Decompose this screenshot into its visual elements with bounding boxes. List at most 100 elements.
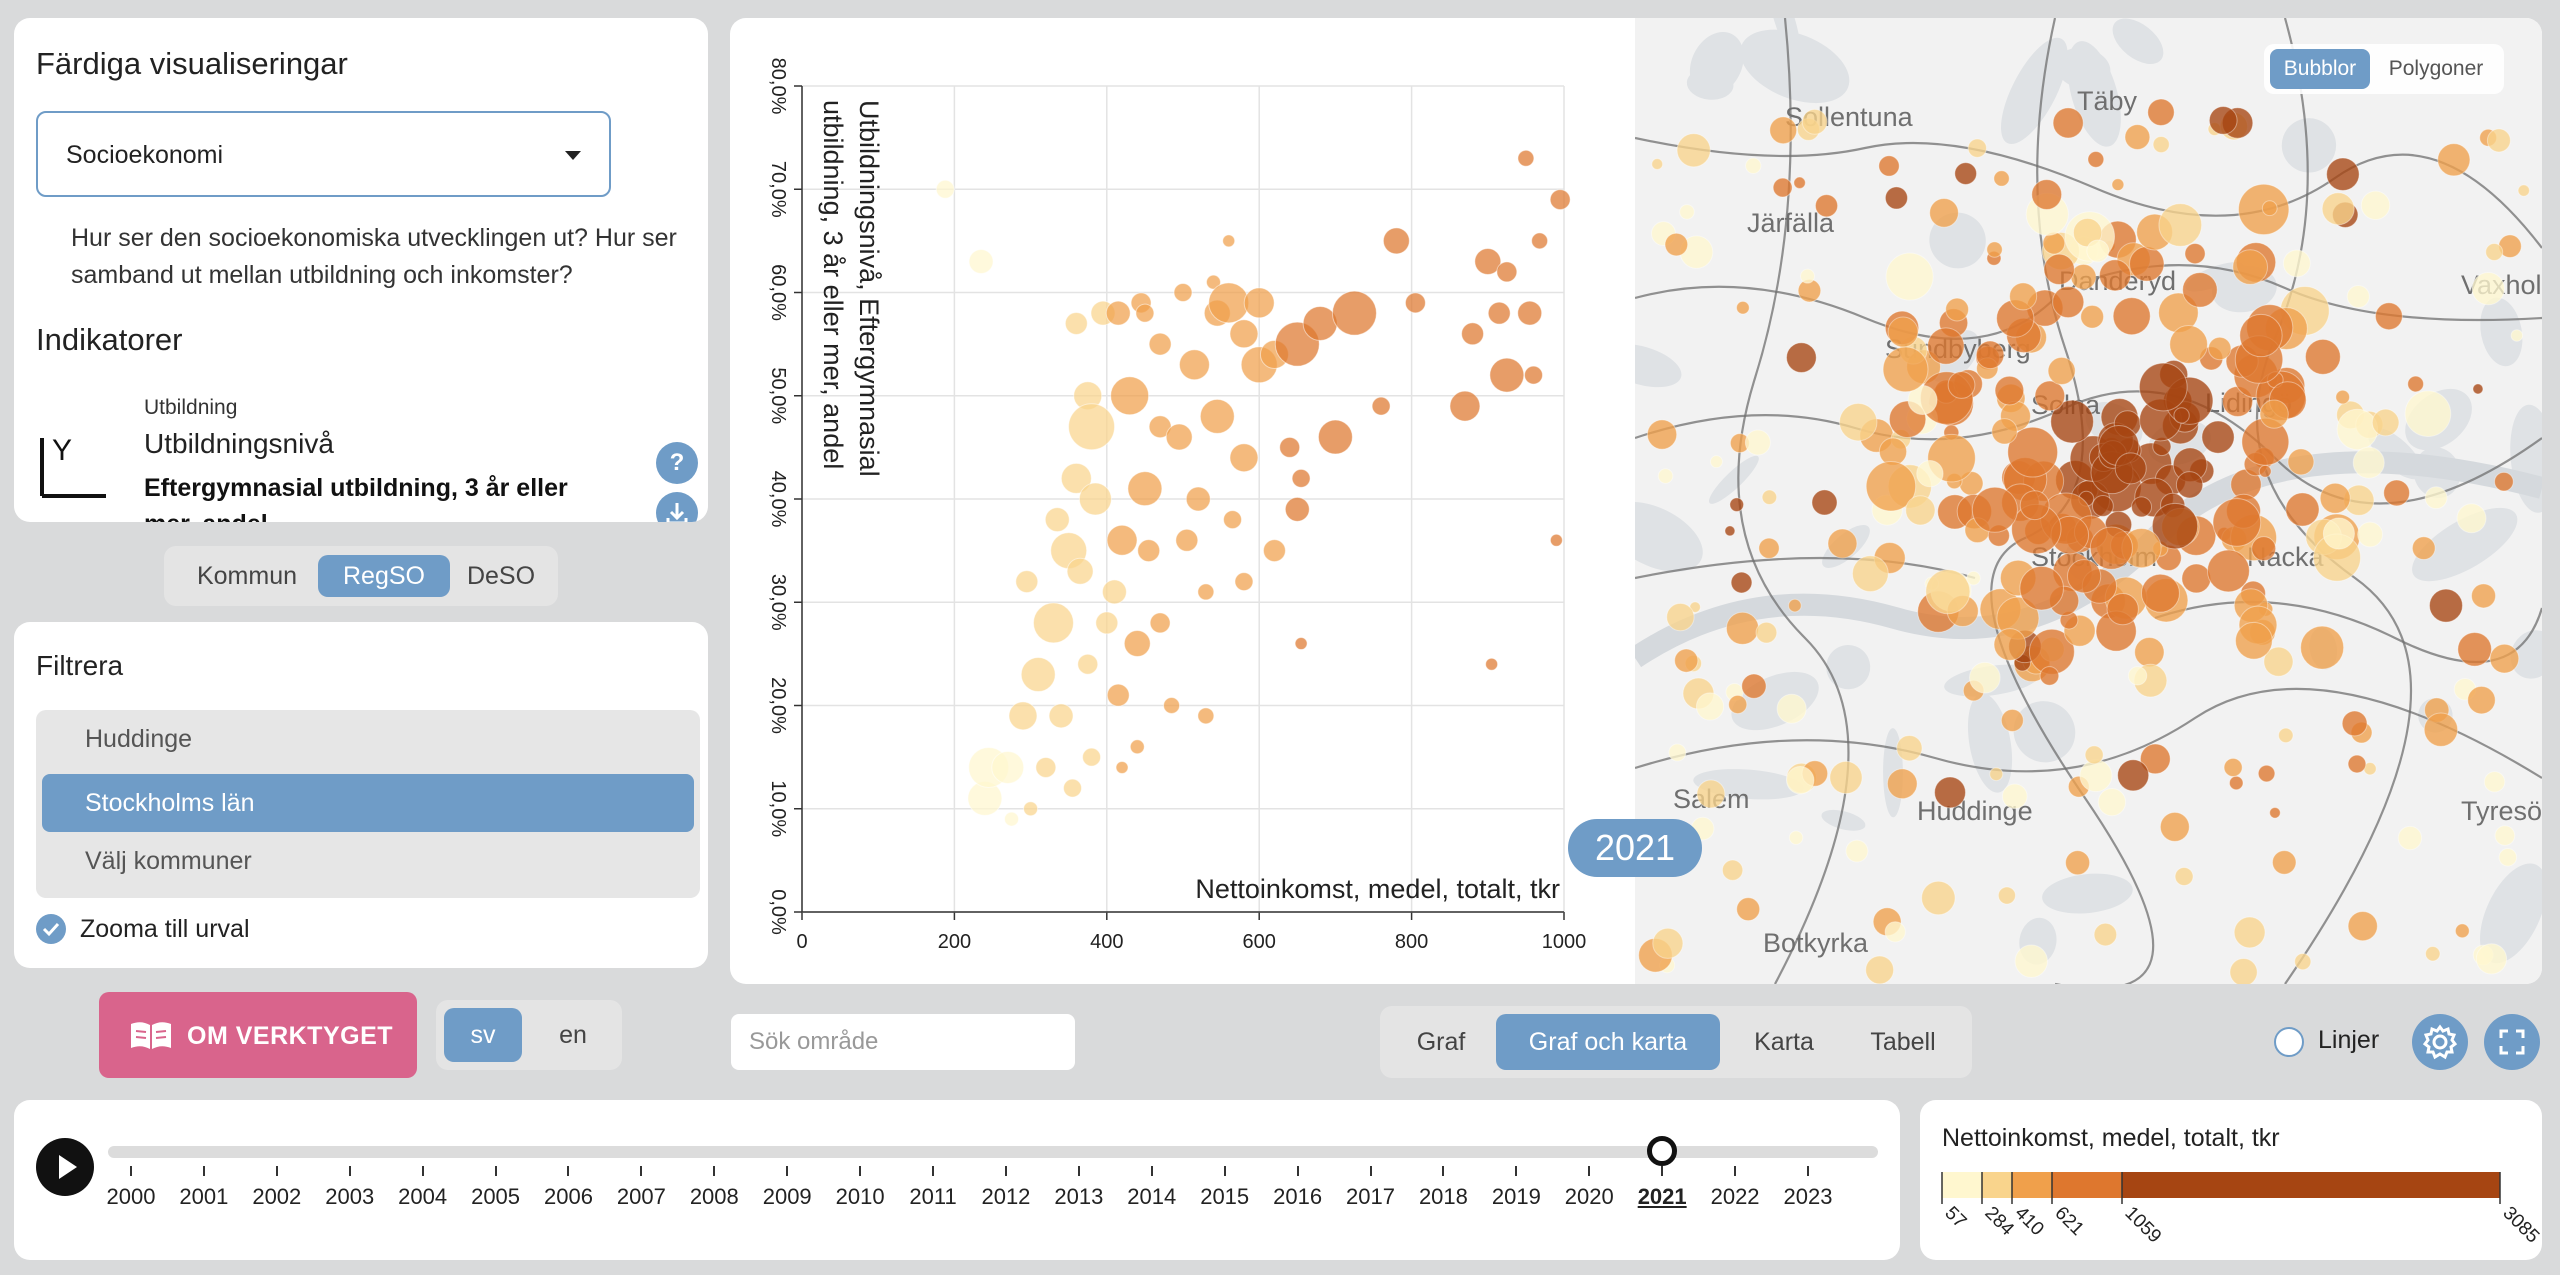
scatter-point[interactable] [1461, 322, 1485, 346]
map-bubble[interactable] [2151, 502, 2199, 550]
map-bubble[interactable] [1786, 342, 1817, 373]
map-bubble[interactable] [1905, 495, 1936, 526]
scatter-point[interactable] [1020, 657, 1056, 693]
help-button[interactable]: ? [656, 442, 698, 484]
map-bubble[interactable] [2184, 243, 2206, 265]
map-bubble[interactable] [1729, 497, 1745, 513]
map-bubble[interactable] [1916, 459, 1944, 488]
map-bubble[interactable] [1646, 419, 1678, 450]
scatter-point[interactable] [1078, 482, 1112, 516]
scatter-point[interactable] [1262, 539, 1286, 563]
map-bubble[interactable] [1786, 766, 1815, 795]
map-bubble[interactable] [2019, 565, 2064, 611]
map-bubble[interactable] [2258, 464, 2272, 478]
map-bubble[interactable] [2014, 944, 2048, 978]
filter-item-stockholms-lan[interactable]: Stockholms län [42, 774, 694, 832]
scatter-point[interactable] [1048, 703, 1074, 729]
year-label-2021[interactable]: 2021 [1637, 1184, 1687, 1209]
map-bubble[interactable] [2475, 943, 2508, 975]
year-label-2010[interactable]: 2010 [835, 1184, 885, 1209]
scatter-point[interactable] [1317, 419, 1353, 455]
map-bubble[interactable] [1736, 897, 1761, 922]
map-bubble[interactable] [1967, 138, 1987, 158]
year-label-2020[interactable]: 2020 [1564, 1184, 1614, 1209]
map-bubble[interactable] [1776, 693, 1807, 724]
map-bubble[interactable] [2510, 329, 2524, 342]
scatter-point[interactable] [1149, 612, 1171, 634]
map-bubble[interactable] [2352, 446, 2385, 479]
visualization-dropdown[interactable]: Socioekonomi [36, 111, 611, 197]
scatter-point[interactable] [1077, 653, 1099, 675]
fullscreen-button[interactable] [2484, 1014, 2540, 1070]
map-bubble[interactable] [1886, 768, 1918, 800]
scatter-point[interactable] [1404, 292, 1426, 314]
map-bubble[interactable] [2397, 825, 2423, 851]
map-bubble[interactable] [2052, 285, 2085, 319]
map-bubble[interactable] [2411, 536, 2436, 561]
map-bubble[interactable] [2259, 399, 2289, 429]
scatter-point[interactable] [1489, 357, 1525, 393]
map-bubble[interactable] [1668, 743, 1687, 762]
map-bubble[interactable] [2360, 190, 2391, 221]
map-bubble[interactable] [2124, 124, 2151, 150]
filter-item-huddinge[interactable]: Huddinge [85, 725, 193, 753]
map-bubble[interactable] [1966, 570, 1981, 586]
map-bubble[interactable] [2335, 389, 2351, 405]
map-bubble[interactable] [1925, 569, 1971, 615]
map-bubble[interactable] [2093, 922, 2118, 947]
map-bubble[interactable] [2407, 375, 2425, 393]
scatter-point[interactable] [1449, 390, 1481, 422]
scatter-point[interactable] [1279, 436, 1301, 458]
map-bubble[interactable] [1947, 371, 1976, 399]
map-bubble[interactable] [1887, 316, 1919, 348]
map-bubble[interactable] [1755, 621, 1778, 644]
map-bubble[interactable] [2091, 495, 2114, 517]
map-bubble[interactable] [1975, 340, 2005, 370]
map-bubble[interactable] [1993, 628, 2027, 661]
map-bubble[interactable] [2347, 754, 2367, 774]
scatter-point[interactable] [1137, 539, 1161, 563]
map-bubble[interactable] [2019, 490, 2050, 521]
map-bubble[interactable] [2052, 107, 2084, 139]
settings-button[interactable] [2412, 1014, 2468, 1070]
map-bubble[interactable] [1651, 158, 1664, 170]
year-label-2007[interactable]: 2007 [616, 1184, 666, 1209]
map-bubble[interactable] [2043, 253, 2075, 286]
map-bubble[interactable] [2346, 284, 2370, 309]
map-bubble[interactable] [1896, 734, 1923, 762]
language-en[interactable]: en [559, 1021, 587, 1049]
map-bubble[interactable] [1741, 673, 1767, 699]
map-bubble[interactable] [1769, 116, 1798, 145]
scatter-point[interactable] [1517, 149, 1535, 167]
map-bubble[interactable] [2471, 272, 2505, 306]
map-bubble[interactable] [1725, 611, 1760, 645]
map-bubble[interactable] [1724, 525, 1736, 537]
map-bubble[interactable] [1827, 528, 1858, 559]
year-label-2023[interactable]: 2023 [1783, 1184, 1833, 1209]
scatter-point[interactable] [1095, 611, 1119, 635]
map-bubble[interactable] [1882, 346, 1929, 393]
year-label-2018[interactable]: 2018 [1418, 1184, 1468, 1209]
map-bubble[interactable] [2066, 559, 2102, 594]
map-bubble[interactable] [2437, 143, 2471, 177]
map-bubble[interactable] [2470, 583, 2497, 609]
map-bubble[interactable] [2039, 666, 2060, 686]
scatter-point[interactable] [1208, 282, 1250, 324]
map-bubble[interactable] [2072, 217, 2103, 248]
scatter-point[interactable] [1023, 801, 1039, 817]
year-label-2009[interactable]: 2009 [762, 1184, 812, 1209]
map-bubble[interactable] [1709, 455, 1723, 469]
map-bubble[interactable] [2271, 850, 2297, 875]
scatter-point[interactable] [1129, 739, 1145, 755]
map-bubble[interactable] [2182, 272, 2218, 308]
map-bubble[interactable] [2169, 325, 2208, 364]
scatter-point[interactable] [1223, 510, 1243, 530]
map-mode-polygoner[interactable]: Polygoner [2388, 57, 2484, 80]
map-bubble[interactable] [1666, 602, 1695, 632]
scatter-point[interactable] [1474, 248, 1502, 276]
map-bubble[interactable] [1829, 760, 1863, 795]
map-bubble[interactable] [2251, 536, 2277, 562]
map[interactable]: SollentunaTäbyJärfällaDanderydVaxholmSun… [1635, 18, 2542, 984]
scatter-point[interactable] [1485, 657, 1499, 671]
year-label-2006[interactable]: 2006 [543, 1184, 593, 1209]
